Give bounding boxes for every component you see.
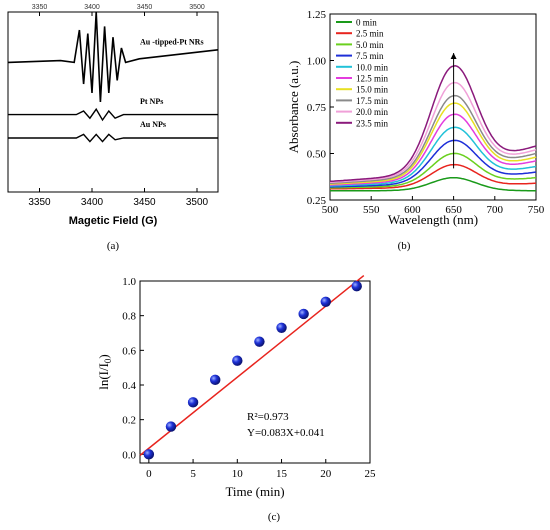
panel-b-legend-label: 0 min	[356, 18, 377, 28]
panel-b-ytick-label: 0.50	[307, 149, 327, 161]
panel-a-top-tick-label: 3400	[84, 4, 100, 11]
panel-c-data-point	[351, 281, 362, 292]
panel-c-chart: 0 5 10 15 20 25 0.0 0.2 0.4 0.6 0.8 1.0 R²=0.973 Y=…	[96, 274, 377, 523]
panel-a-xtick-label: 3450	[133, 197, 156, 208]
panel-b-chart: 500 550 600 650 700 750 0.25 0.50 0.75 1.00 1.25 0…	[286, 9, 545, 252]
panel-b-series-line	[329, 102, 537, 185]
panel-c-ylabel-sub: 0	[103, 358, 113, 363]
panel-c-xlabel: Time (min)	[225, 484, 284, 499]
panel-a-xtick-label: 3500	[186, 197, 209, 208]
panel-a-top-tick-label: 3500	[189, 4, 205, 11]
panel-c-data-point	[232, 355, 243, 366]
panel-c-data-point	[276, 322, 287, 333]
panel-a-series-line	[7, 11, 219, 103]
panel-b-arrow-head	[450, 53, 457, 60]
panel-c-data-point	[209, 374, 221, 385]
panel-c-xtick-label: 0	[146, 468, 152, 480]
panel-c-ytick-label: 0.6	[122, 345, 136, 357]
panel-b-legend-label: 12.5 min	[356, 74, 389, 84]
panel-b-legend-label: 5.0 min	[356, 40, 384, 50]
panel-c-data-point	[320, 296, 331, 307]
panel-b-series-line	[330, 176, 536, 192]
panel-c-data-point	[298, 308, 309, 320]
panel-b-series-line	[329, 139, 537, 188]
panel-b-series-line	[330, 163, 537, 190]
panel-c-data-point	[187, 397, 199, 408]
panel-b-ytick-label: 1.00	[307, 56, 327, 68]
panel-a-xtick-label: 3400	[81, 197, 104, 208]
panel-c-ytick-label: 0.0	[122, 449, 136, 461]
panel-b-caption: (b)	[398, 240, 411, 252]
panel-b-xtick-label: 500	[322, 204, 339, 216]
panel-c-xtick-label: 25	[365, 468, 377, 480]
panel-c-ylabel-main: ln(I/I	[96, 363, 111, 390]
panel-a-series-label: Au NPs	[140, 120, 166, 129]
panel-b-xtick-label: 600	[404, 204, 421, 216]
panel-c-annotation-eq: Y=0.083X+0.041	[247, 427, 325, 439]
panel-b-ytick-label: 0.25	[307, 195, 327, 207]
panel-c-xtick-label: 15	[276, 468, 288, 480]
panel-a-top-tick-label: 3450	[137, 4, 153, 11]
panel-a-series-line	[8, 107, 218, 122]
panel-c-xtick-label: 10	[232, 468, 244, 480]
panel-c-ytick-label: 1.0	[122, 276, 136, 288]
panel-b-xlabel: Wavelength (nm)	[388, 212, 478, 227]
panel-b-legend-label: 10.0 min	[356, 62, 389, 72]
panel-c-ytick-label: 0.8	[122, 311, 136, 323]
panel-a-top-tick-label: 3350	[32, 4, 48, 11]
panel-c-xtick-label: 5	[190, 468, 196, 480]
panel-c-ytick-label: 0.2	[122, 415, 136, 427]
panel-b-series-line	[330, 152, 537, 189]
panel-b-series-line	[329, 65, 537, 183]
panel-b-legend-label: 2.5 min	[356, 29, 384, 39]
panel-b-legend-label: 17.5 min	[356, 96, 389, 106]
panel-b-ytick-label: 0.75	[307, 102, 327, 114]
panel-a-frame	[7, 11, 219, 193]
panel-b-xtick-label: 700	[487, 204, 504, 216]
panel-c-ylabel: ln(I/I0)	[96, 354, 113, 390]
panel-c-data-point	[254, 336, 265, 347]
panel-a-chart: 3350 3400 3450 3500 3350 3400 3450 3500 Au -ti…	[7, 4, 219, 252]
panel-c-data-point	[143, 449, 155, 460]
panel-c-frame	[139, 280, 371, 464]
panel-a-xtick-label: 3350	[28, 197, 51, 208]
panel-a-caption: (a)	[107, 240, 120, 252]
panel-b-series-line	[329, 113, 537, 186]
panel-c-ylabel-end: )	[96, 354, 111, 358]
panel-b-legend-label: 20.0 min	[356, 107, 389, 117]
panel-b-legend-label: 23.5 min	[356, 118, 389, 128]
panel-b-legend-label: 7.5 min	[356, 51, 384, 61]
panel-b-legend-label: 15.0 min	[356, 85, 389, 95]
panel-c-data-point	[165, 421, 177, 432]
panel-c-caption: (c)	[268, 511, 281, 523]
panel-a-series-label: Au -tipped-Pt NRs	[140, 37, 204, 46]
panel-b-series-line	[329, 81, 537, 184]
panel-c-ytick-label: 0.4	[122, 380, 136, 392]
panel-a-series-label: Pt NPs	[140, 97, 163, 106]
panel-a-xlabel: Magetic Field (G)	[69, 215, 158, 227]
panel-b-series-line	[330, 126, 537, 187]
panel-b-ylabel: Absorbance (a.u.)	[286, 61, 301, 154]
panel-c-xtick-label: 20	[320, 468, 332, 480]
panel-b-xtick-label: 750	[528, 204, 545, 216]
panel-b-xtick-label: 550	[363, 204, 380, 216]
panel-b-series-line	[329, 94, 537, 185]
panel-b-ytick-label: 1.25	[307, 9, 327, 21]
panel-b-xtick-label: 650	[445, 204, 462, 216]
panel-c-annotation-r2: R²=0.973	[247, 411, 289, 423]
panel-a-series-line	[8, 133, 218, 143]
